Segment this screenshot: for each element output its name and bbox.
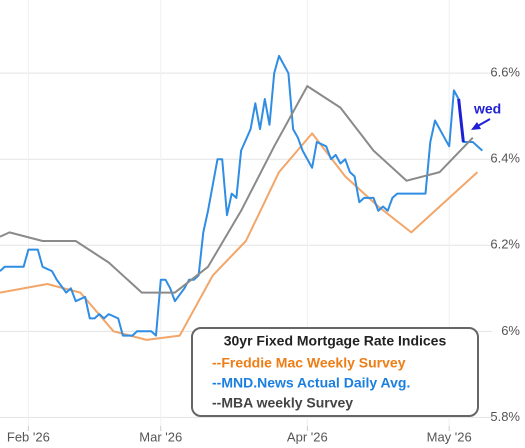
y-tick-label: 6% [501, 323, 520, 338]
y-tick-label: 6.6% [490, 65, 520, 80]
y-tick-label: 6.2% [490, 237, 520, 252]
legend-box [191, 327, 479, 417]
series-line [0, 132, 479, 341]
legend-entry: --Freddie Mac Weekly Survey [212, 355, 406, 371]
x-tick-label: Feb '26 [7, 429, 50, 444]
x-tick-label: Mar '26 [139, 429, 182, 444]
annotation-arrowhead [471, 122, 481, 130]
annotation: wed [473, 101, 501, 117]
x-tick-label: May '26 [427, 429, 472, 444]
legend-entry: --MBA weekly Survey [212, 395, 353, 411]
series-line [0, 85, 474, 294]
highlight-segment [457, 98, 465, 143]
series-line [0, 54, 483, 337]
y-tick-label: 6.4% [490, 151, 520, 166]
x-tick-label: Apr '26 [287, 429, 328, 444]
y-tick-label: 5.8% [490, 409, 520, 424]
legend-title: 30yr Fixed Mortgage Rate Indices [224, 333, 447, 349]
legend-entry: --MND.News Actual Daily Avg. [212, 375, 410, 391]
